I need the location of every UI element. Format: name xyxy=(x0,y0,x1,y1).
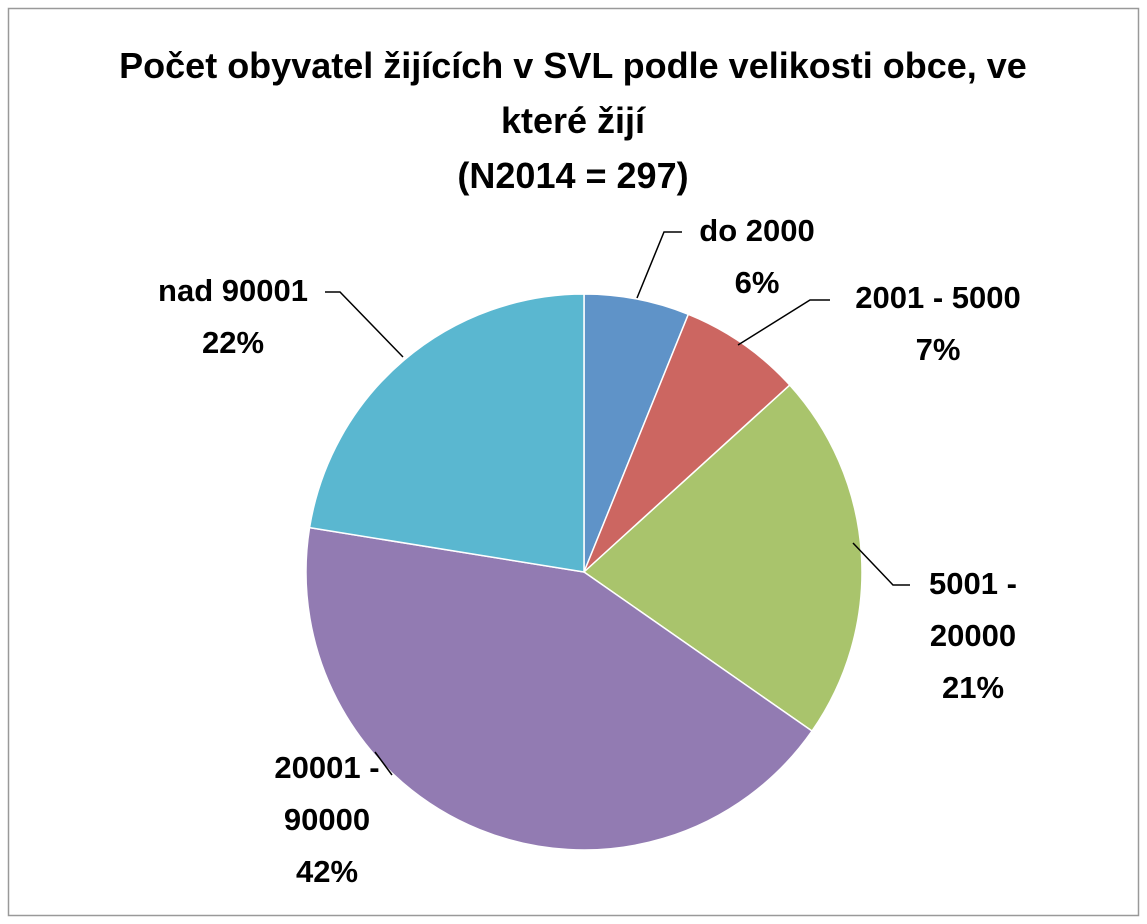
data-label: 22% xyxy=(201,325,265,360)
leader-line xyxy=(636,231,682,299)
leader-line xyxy=(852,542,910,586)
chart-title: Počet obyvatel žijících v SVL podle veli… xyxy=(119,45,1027,141)
pie-slice xyxy=(582,384,863,733)
pie-slice xyxy=(583,313,791,573)
data-label: 7% xyxy=(915,332,961,367)
leader-line xyxy=(325,291,404,358)
data-label: 21% xyxy=(941,670,1005,705)
category-label: 20001 - 90000 xyxy=(274,750,380,837)
category-label: 5001 - 20000 xyxy=(929,566,1017,653)
data-label: 6% xyxy=(734,265,780,300)
category-label: do 2000 xyxy=(699,213,815,248)
slices xyxy=(305,293,863,851)
pie-slice xyxy=(308,293,585,573)
data-label: 42% xyxy=(295,854,359,889)
leader-lines xyxy=(325,231,910,776)
leader-line xyxy=(374,751,393,776)
category-label: 2001 - 5000 xyxy=(855,280,1021,315)
category-label: nad 90001 xyxy=(158,273,308,308)
pie-slice xyxy=(305,526,814,851)
chart-subtitle: (N2014 = 297) xyxy=(457,155,689,196)
leader-line xyxy=(737,299,830,346)
